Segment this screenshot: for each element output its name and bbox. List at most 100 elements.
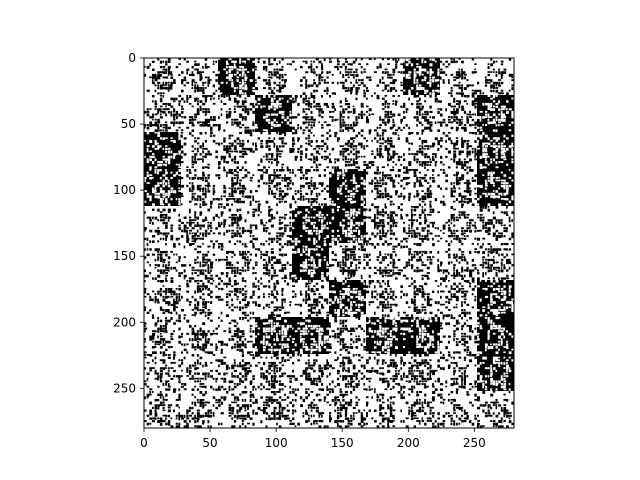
digit-tile bbox=[403, 132, 441, 170]
digit-tile bbox=[144, 95, 182, 133]
digit-tile bbox=[292, 95, 330, 133]
digit-tile bbox=[477, 95, 515, 133]
digit-tile bbox=[255, 132, 293, 170]
x-tick-label: 100 bbox=[265, 436, 288, 450]
digit-tile bbox=[144, 243, 182, 281]
digit-tile bbox=[366, 391, 404, 429]
digit-tile bbox=[366, 280, 404, 318]
digit-tile bbox=[477, 132, 515, 170]
axes-frame bbox=[143, 57, 515, 429]
x-tick-label: 50 bbox=[202, 436, 217, 450]
digit-tile bbox=[366, 317, 404, 355]
digit-tile bbox=[477, 354, 515, 392]
y-tick-label: 100 bbox=[113, 183, 136, 197]
digit-tile bbox=[366, 206, 404, 244]
digit-tile bbox=[329, 243, 367, 281]
x-tick-label: 200 bbox=[397, 436, 420, 450]
digit-tile bbox=[329, 317, 367, 355]
digit-tile bbox=[218, 354, 256, 392]
digit-tile bbox=[329, 95, 367, 133]
digit-tile bbox=[403, 317, 441, 355]
digit-tile bbox=[218, 169, 256, 207]
y-tick-label: 150 bbox=[113, 249, 136, 263]
digit-tile bbox=[477, 169, 515, 207]
digit-tile bbox=[181, 169, 219, 207]
digit-tile bbox=[403, 354, 441, 392]
digit-tile bbox=[292, 391, 330, 429]
digit-tile bbox=[144, 169, 182, 207]
digit-tile bbox=[440, 317, 478, 355]
digit-tile bbox=[255, 206, 293, 244]
digit-tile bbox=[181, 206, 219, 244]
digit-tile bbox=[440, 95, 478, 133]
digit-tile bbox=[440, 391, 478, 429]
digit-tile bbox=[144, 391, 182, 429]
x-tick-label: 0 bbox=[140, 436, 148, 450]
digit-tile bbox=[440, 132, 478, 170]
digit-tile bbox=[329, 354, 367, 392]
digit-tile bbox=[255, 354, 293, 392]
digit-tile bbox=[144, 354, 182, 392]
digit-tile bbox=[366, 243, 404, 281]
y-axis: 0 50 100 150 200 250 bbox=[113, 51, 144, 395]
digit-tile bbox=[403, 280, 441, 318]
digit-tile bbox=[440, 243, 478, 281]
digit-tile bbox=[181, 243, 219, 281]
digit-tile bbox=[329, 58, 367, 96]
digit-tile bbox=[366, 95, 404, 133]
digit-tile bbox=[403, 58, 441, 96]
digit-tile bbox=[440, 58, 478, 96]
digit-tile bbox=[255, 280, 293, 318]
digit-tile bbox=[292, 169, 330, 207]
digit-tile bbox=[366, 354, 404, 392]
digit-tile bbox=[255, 58, 293, 96]
digit-tile bbox=[218, 95, 256, 133]
digit-tile bbox=[292, 317, 330, 355]
x-tick-label: 150 bbox=[331, 436, 354, 450]
digit-tile bbox=[292, 354, 330, 392]
digit-tile bbox=[181, 132, 219, 170]
digit-tile bbox=[144, 280, 182, 318]
digit-tile bbox=[329, 391, 367, 429]
digit-tile bbox=[366, 58, 404, 96]
digit-tile bbox=[144, 206, 182, 244]
digit-tile bbox=[403, 243, 441, 281]
digit-tile bbox=[477, 391, 515, 429]
digit-tile bbox=[329, 169, 367, 207]
digit-tile bbox=[329, 132, 367, 170]
digit-tile bbox=[181, 354, 219, 392]
digit-tile bbox=[477, 317, 515, 355]
digit-tile bbox=[181, 391, 219, 429]
digit-tile bbox=[477, 280, 515, 318]
digit-tile bbox=[440, 280, 478, 318]
digit-tile bbox=[292, 243, 330, 281]
digit-tile bbox=[440, 206, 478, 244]
digit-tile bbox=[329, 206, 367, 244]
digit-tile bbox=[255, 391, 293, 429]
digit-tile bbox=[477, 58, 515, 96]
digit-tile bbox=[218, 206, 256, 244]
y-tick-label: 50 bbox=[121, 117, 136, 131]
y-tick-label: 250 bbox=[113, 381, 136, 395]
digit-tile bbox=[366, 169, 404, 207]
y-tick-label: 0 bbox=[128, 51, 136, 65]
digit-tile bbox=[255, 169, 293, 207]
digit-tile bbox=[181, 280, 219, 318]
digit-tile bbox=[403, 391, 441, 429]
digit-tile bbox=[218, 243, 256, 281]
digit-tile bbox=[292, 58, 330, 96]
digit-tile bbox=[144, 58, 182, 96]
digit-tile bbox=[477, 243, 515, 281]
digit-tile bbox=[477, 206, 515, 244]
digit-tile bbox=[440, 354, 478, 392]
digit-tile bbox=[292, 132, 330, 170]
digit-tile bbox=[255, 317, 293, 355]
digit-tile bbox=[440, 169, 478, 207]
digit-tile bbox=[181, 95, 219, 133]
digit-mosaic-image bbox=[144, 58, 515, 429]
digit-tile bbox=[255, 95, 293, 133]
digit-tile bbox=[218, 132, 256, 170]
y-tick-label: 200 bbox=[113, 315, 136, 329]
digit-tile bbox=[218, 280, 256, 318]
